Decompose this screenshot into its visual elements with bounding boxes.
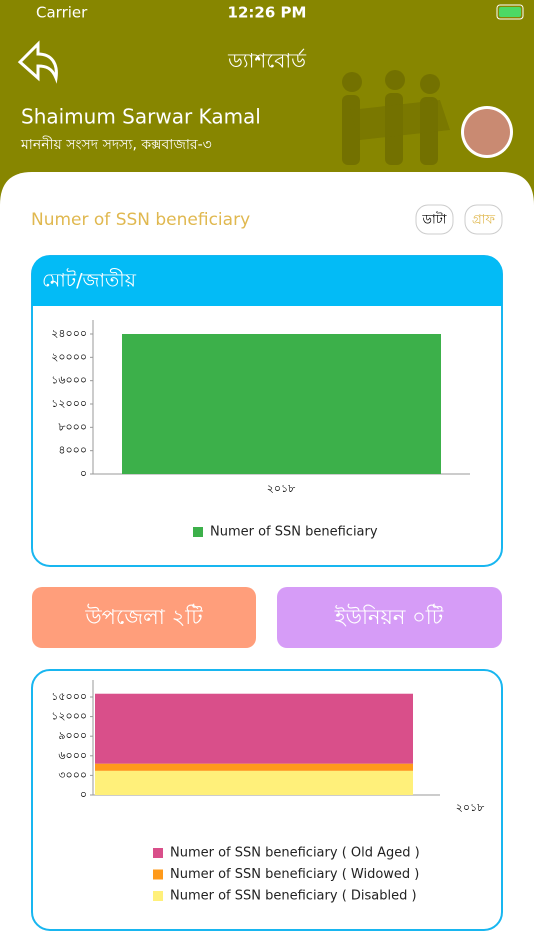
y-tick-label: ১২০০০ — [51, 710, 87, 723]
legend-label: Numer of SSN beneficiary ( Disabled ) — [170, 889, 417, 904]
y-tick-label: ০ — [80, 788, 87, 801]
legend-swatch — [153, 848, 163, 858]
data-button[interactable] — [415, 204, 454, 235]
y-tick-label: ১৫০০০ — [51, 690, 87, 703]
legend-label: Numer of SSN beneficiary ( Widowed ) — [170, 867, 419, 882]
y-tick-label: ২০০০০ — [51, 350, 87, 363]
data-button-label: ডাটা — [421, 212, 446, 228]
user-role: মাননীয় সংসদ সদস্য, কক্সবাজার-৩ — [20, 136, 212, 153]
bar-segment — [95, 763, 413, 771]
union-count: ইউনিয়ন ০টি — [334, 604, 444, 629]
union-card[interactable] — [277, 587, 502, 648]
legend-swatch — [153, 869, 163, 880]
upazila-card[interactable] — [32, 587, 256, 648]
bar-segment — [95, 693, 413, 764]
bar — [122, 334, 441, 474]
y-tick-label: ৯০০০ — [58, 729, 87, 742]
clock: 12:26 PM — [228, 4, 307, 22]
x-tick-label: ২০১৮ — [456, 801, 485, 814]
back-button[interactable] — [17, 40, 58, 84]
chart-card-header — [32, 256, 502, 306]
carrier: Carrier — [36, 4, 88, 22]
y-tick-label: ১৬০০০ — [51, 374, 87, 387]
header-illustration — [342, 70, 450, 165]
legend-swatch — [153, 891, 163, 901]
section-title: Numer of SSN beneficiary — [31, 210, 250, 230]
page-title: ড্যাশবোর্ড — [227, 49, 306, 73]
y-tick-label: ৩০০০ — [58, 768, 87, 781]
y-tick-label: ৪০০০ — [58, 444, 87, 457]
graph-button-label: গ্রাফ — [472, 213, 496, 228]
y-tick-label: ৬০০০ — [58, 749, 87, 762]
user-name: Shaimum Sarwar Kamal — [21, 105, 261, 129]
avatar-photo — [464, 109, 510, 155]
chart-title: মোট/জাতীয় — [42, 269, 137, 292]
legend-label: Numer of SSN beneficiary — [210, 525, 378, 540]
bar-segment — [95, 770, 413, 795]
legend-label: Numer of SSN beneficiary ( Old Aged ) — [170, 846, 420, 861]
y-tick-label: ৮০০০ — [58, 420, 87, 433]
upazila-count: উপজেলা ২টি — [84, 604, 203, 629]
battery — [496, 4, 524, 20]
graph-button[interactable] — [464, 204, 503, 235]
y-tick-label: ১২০০০ — [51, 397, 87, 410]
y-tick-label: ০ — [80, 467, 87, 480]
legend-swatch — [193, 527, 203, 537]
x-tick-label: ২০১৮ — [267, 482, 296, 495]
y-tick-label: ২৪০০০ — [51, 327, 87, 340]
